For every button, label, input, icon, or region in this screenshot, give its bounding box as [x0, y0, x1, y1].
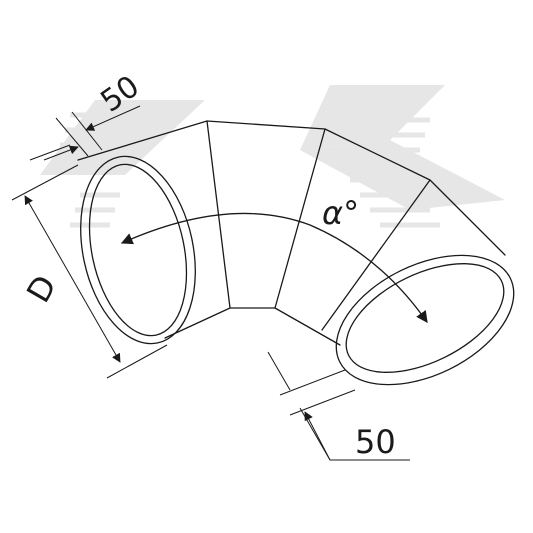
bottom-collar-dimension: 50	[267, 351, 410, 461]
right-opening	[335, 254, 515, 386]
left-collar-outer	[80, 155, 196, 345]
angle-arc	[120, 212, 428, 323]
angle-label: α°	[322, 194, 359, 232]
watermark-chevron-bottom	[300, 140, 505, 210]
diameter-label: D	[19, 269, 64, 309]
right-opening-inner	[345, 263, 505, 373]
seam-2	[274, 128, 326, 309]
bottom-collar-label: 50	[355, 423, 396, 461]
inner-contour	[164, 307, 341, 346]
left-opening	[80, 155, 196, 345]
watermark-bar-1	[40, 100, 205, 175]
right-collar-outer	[335, 254, 515, 386]
